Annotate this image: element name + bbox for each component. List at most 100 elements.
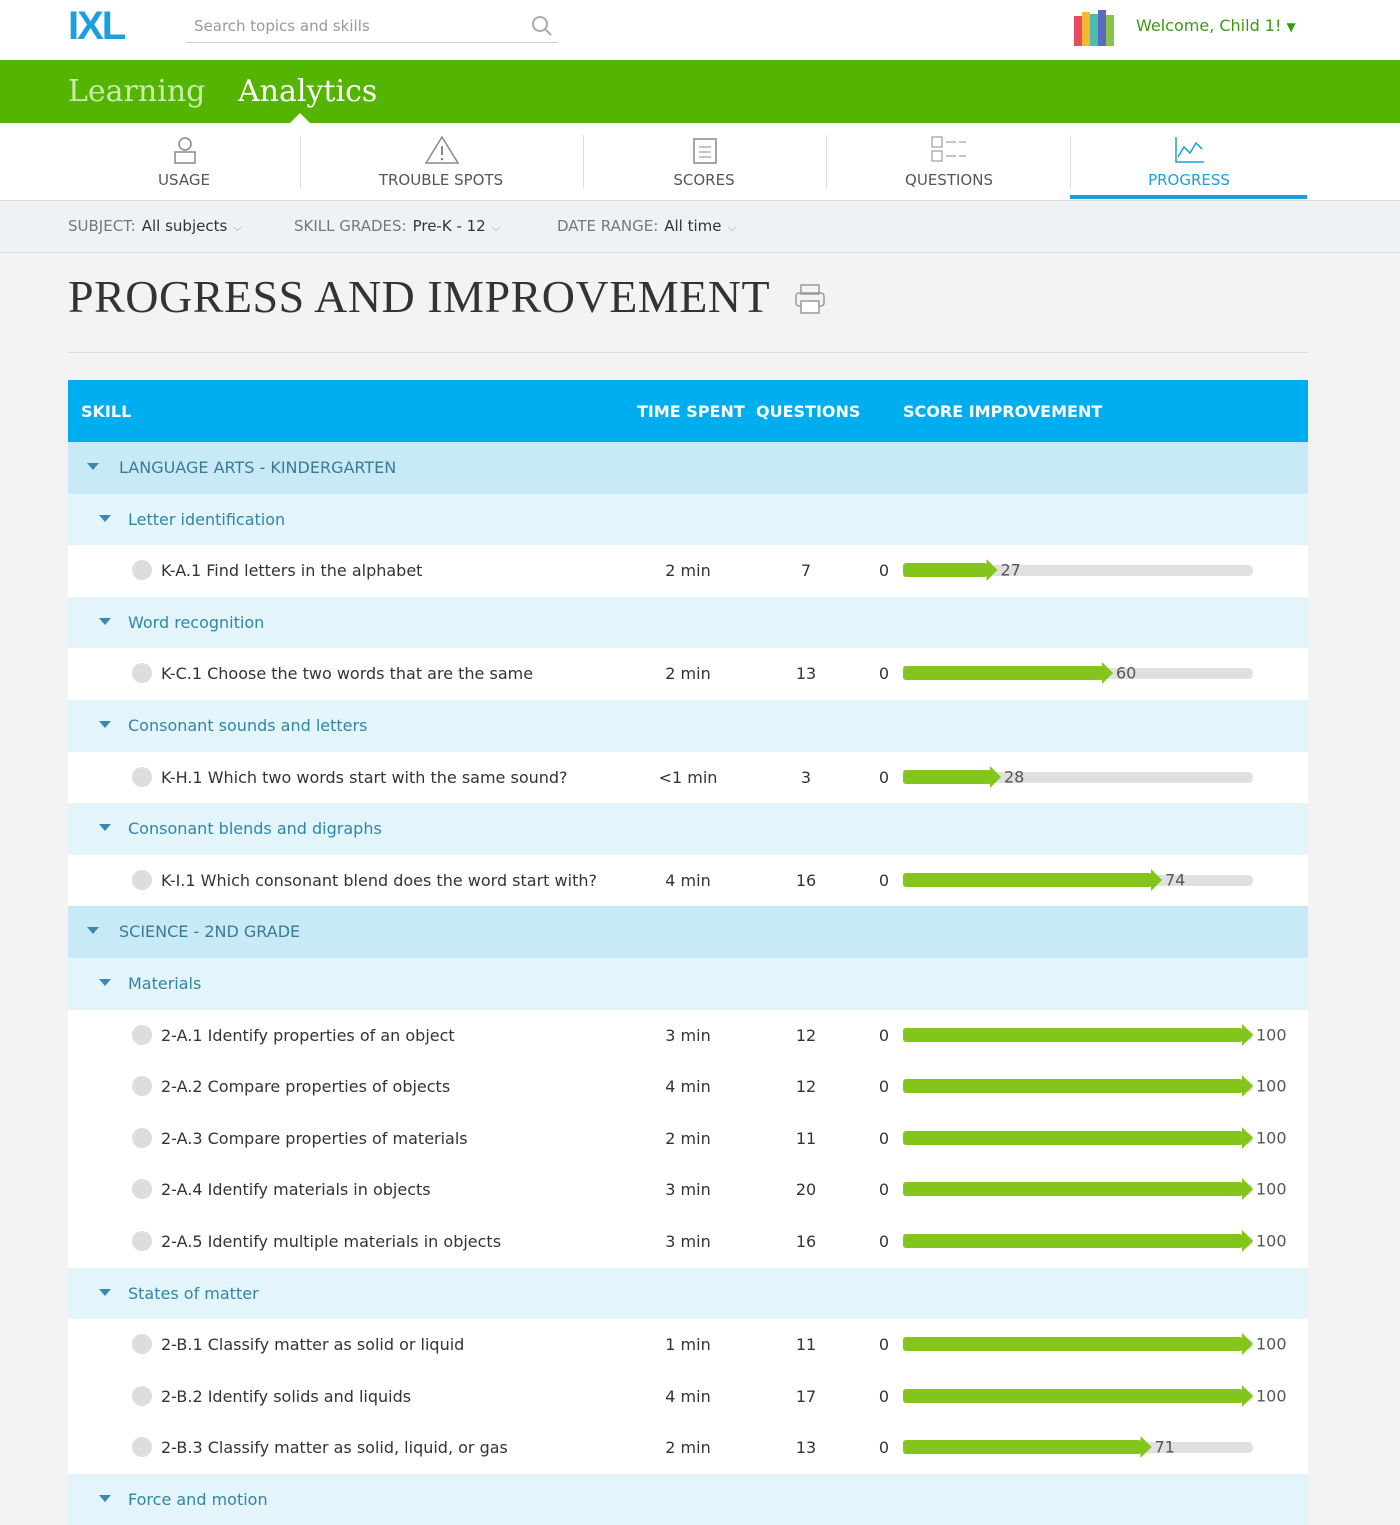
filter-label: SKILL GRADES: <box>294 217 407 235</box>
bar-arrow <box>990 765 1001 788</box>
logo[interactable]: IXL <box>68 4 126 48</box>
bar-arrow <box>1242 1075 1253 1098</box>
column-header: TIME SPENT <box>637 402 745 421</box>
score-bar: 100 <box>903 1126 1287 1149</box>
improvement-bar <box>903 765 1001 788</box>
score-to: 71 <box>1155 1438 1175 1457</box>
search-box[interactable]: Search topics and skills <box>186 10 558 43</box>
column-header: QUESTIONS <box>756 402 861 421</box>
collapse-toggle <box>99 1494 111 1502</box>
skill-name[interactable]: 2-A.1 Identify properties of an object <box>161 1025 455 1045</box>
skill-name[interactable]: K-I.1 Which consonant blend does the wor… <box>161 870 597 890</box>
bar-fill <box>903 1182 1243 1197</box>
column-header: SCORE IMPROVEMENT <box>903 402 1103 421</box>
top-bar: IXL Search topics and skills Welcome, Ch… <box>0 0 1400 60</box>
score-to: 100 <box>1256 1180 1287 1199</box>
filter-label: SUBJECT: <box>68 217 136 235</box>
skill-icon <box>132 663 152 684</box>
skill-name[interactable]: K-C.1 Choose the two words that are the … <box>161 664 534 684</box>
skill-name[interactable]: 2-A.2 Compare properties of objects <box>161 1077 451 1097</box>
divider <box>68 352 1308 353</box>
section-row[interactable]: Consonant sounds and letters <box>68 699 1308 752</box>
collapse-toggle <box>99 824 111 832</box>
skill-icon <box>132 560 152 581</box>
sub-tab[interactable]: SCORES <box>673 171 735 189</box>
bar-fill <box>903 1440 1142 1455</box>
collapse-toggle <box>99 978 111 986</box>
skill-row: 2-B.2 Identify solids and liquids 4 min 17… <box>68 1370 1308 1423</box>
search-placeholder: Search topics and skills <box>194 17 370 35</box>
improvement-bar <box>903 1436 1152 1459</box>
avatar[interactable] <box>1072 6 1122 48</box>
filter-value: All subjects <box>141 217 228 235</box>
score-bar: 74 <box>903 868 1253 891</box>
score-to: 100 <box>1256 1077 1287 1096</box>
group-row[interactable]: SCIENCE - 2ND GRADE <box>68 906 1308 958</box>
skill-name[interactable]: 2-B.3 Classify matter as solid, liquid, … <box>161 1438 508 1458</box>
sub-tab[interactable]: TROUBLE SPOTS <box>378 171 504 189</box>
filter[interactable]: DATE RANGE: All time ⌵ <box>557 217 736 235</box>
collapse-toggle <box>87 463 99 470</box>
score-to: 100 <box>1256 1386 1287 1405</box>
active-underline <box>1070 195 1307 199</box>
score-to: 100 <box>1256 1025 1287 1044</box>
main-nav: Learning Analytics <box>0 60 1400 123</box>
nav-tab[interactable]: Learning <box>68 74 206 109</box>
section-row[interactable]: Letter identification <box>68 493 1308 546</box>
section-row[interactable]: Materials <box>68 957 1308 1010</box>
progress-icon <box>1175 137 1204 163</box>
filter-label: DATE RANGE: <box>557 217 659 235</box>
group-row[interactable]: LANGUAGE ARTS - KINDERGARTEN <box>68 442 1308 494</box>
section-name: States of matter <box>128 1283 259 1303</box>
collapse-toggle <box>99 720 111 728</box>
collapse-toggle <box>99 514 111 522</box>
improvement-bar <box>903 1075 1253 1098</box>
separator <box>1070 135 1071 189</box>
skill-row: 2-A.5 Identify multiple materials in obj… <box>68 1215 1308 1268</box>
section-name: Word recognition <box>128 612 265 632</box>
table-header: SKILL TIME SPENT QUESTIONS SCORE IMPROVE… <box>68 380 1308 442</box>
bar-arrow <box>1242 1384 1253 1407</box>
improvement-bar <box>903 662 1113 685</box>
section-row[interactable]: Force and motion <box>68 1473 1308 1525</box>
bar-fill <box>903 1337 1243 1352</box>
score-to: 60 <box>1116 664 1136 683</box>
score-bar: 100 <box>903 1229 1287 1252</box>
bar-fill <box>903 563 988 578</box>
sub-nav: USAGE TROUBLE SPOTS SCORES QUESTIONS PRO… <box>0 123 1400 201</box>
skill-icon <box>132 1127 152 1148</box>
sub-tab[interactable]: USAGE <box>158 171 210 189</box>
nav-tab[interactable]: Analytics <box>238 74 378 109</box>
improvement-bar <box>903 1384 1253 1407</box>
progress-table: SKILL TIME SPENT QUESTIONS SCORE IMPROVE… <box>68 380 1308 1525</box>
skill-row: 2-B.3 Classify matter as solid, liquid, … <box>68 1422 1308 1474</box>
skill-name[interactable]: 2-A.3 Compare properties of materials <box>161 1128 468 1148</box>
sub-tab[interactable]: QUESTIONS <box>905 171 993 189</box>
welcome-menu[interactable]: Welcome, Child 1! ▼ <box>1136 16 1296 35</box>
skill-name[interactable]: K-A.1 Find letters in the alphabet <box>161 561 423 581</box>
filter[interactable]: SUBJECT: All subjects ⌵ <box>68 217 242 235</box>
skill-name[interactable]: K-H.1 Which two words start with the sam… <box>161 767 568 787</box>
skill-name[interactable]: 2-A.4 Identify materials in objects <box>161 1180 431 1200</box>
section-row[interactable]: Word recognition <box>68 596 1308 649</box>
skill-icon <box>132 1437 152 1458</box>
bar-fill <box>903 666 1103 681</box>
skill-name[interactable]: 2-A.5 Identify multiple materials in obj… <box>161 1231 502 1251</box>
skill-row: K-H.1 Which two words start with the sam… <box>68 751 1308 804</box>
skill-name[interactable]: 2-B.1 Classify matter as solid or liquid <box>161 1335 465 1355</box>
bar-fill <box>903 1233 1243 1248</box>
bar-fill <box>903 872 1152 887</box>
sub-tab-active[interactable]: PROGRESS <box>1148 171 1230 189</box>
skill-name[interactable]: 2-B.2 Identify solids and liquids <box>161 1386 412 1406</box>
separator <box>300 135 301 189</box>
section-row[interactable]: States of matter <box>68 1267 1308 1320</box>
section-row[interactable]: Consonant blends and digraphs <box>68 803 1308 855</box>
section-name: Materials <box>128 973 202 993</box>
bar-fill <box>903 1130 1243 1145</box>
bar-arrow <box>1242 1178 1253 1201</box>
print-icon[interactable] <box>794 283 826 315</box>
filter[interactable]: SKILL GRADES: Pre-K - 12 ⌵ <box>294 217 501 235</box>
section-name: Force and motion <box>128 1489 268 1509</box>
score-to: 27 <box>1001 561 1021 580</box>
improvement-bar <box>903 1229 1253 1252</box>
